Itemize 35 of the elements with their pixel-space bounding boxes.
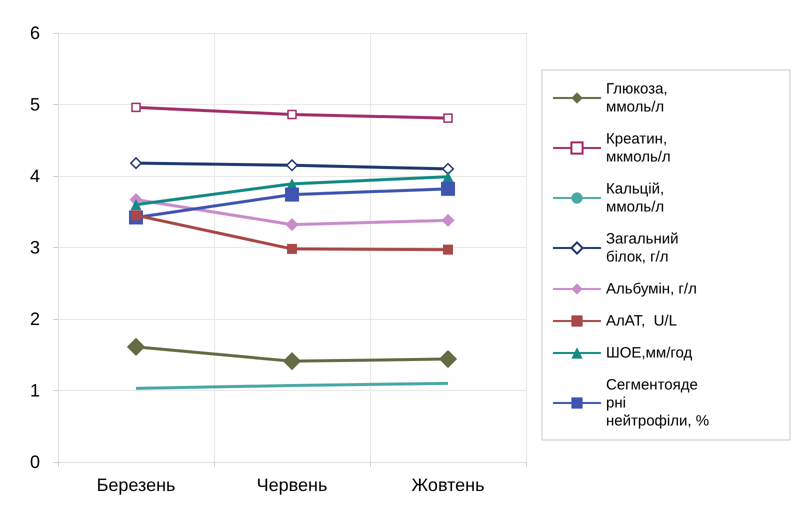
point: [126, 338, 146, 356]
point: [285, 188, 299, 202]
point: [286, 159, 298, 172]
point: [287, 244, 297, 254]
point: [438, 350, 458, 368]
x-tick-label: Березень: [96, 475, 176, 495]
legend-label: Глюкоза, ммоль/л: [606, 80, 672, 116]
point: [131, 102, 141, 112]
legend-label: Кальцій, ммоль/л: [606, 180, 668, 216]
point: [287, 110, 297, 120]
y-tick-label: 3: [30, 238, 40, 258]
legend-label: Загальний білок, г/л: [606, 230, 683, 266]
point: [442, 214, 454, 227]
y-tick-label: 5: [30, 94, 40, 114]
point: [442, 171, 454, 182]
y-tick-label: 1: [30, 380, 40, 400]
point: [282, 352, 302, 370]
x-tick-label: Червень: [256, 475, 328, 495]
x-tick-label: Жовтень: [412, 475, 484, 495]
y-tick-label: 6: [30, 23, 40, 43]
point: [130, 199, 142, 210]
y-tick-label: 0: [30, 452, 40, 472]
legend-label: ШОЕ,мм/год: [606, 344, 693, 362]
y-tick-label: 4: [30, 166, 40, 186]
legend-label: АлАТ, U/L: [606, 312, 677, 330]
point: [443, 113, 453, 123]
y-tick-label: 2: [30, 309, 40, 329]
point: [130, 157, 142, 170]
point: [286, 218, 298, 232]
legend-label: Сегментоядерні нейтрофіли, %: [606, 376, 710, 430]
point: [441, 182, 455, 196]
point: [443, 244, 453, 255]
legend-label: Альбумін, г/л: [606, 280, 697, 298]
point: [442, 162, 454, 175]
legend-label: Креатин, мкмоль/л: [606, 130, 672, 166]
